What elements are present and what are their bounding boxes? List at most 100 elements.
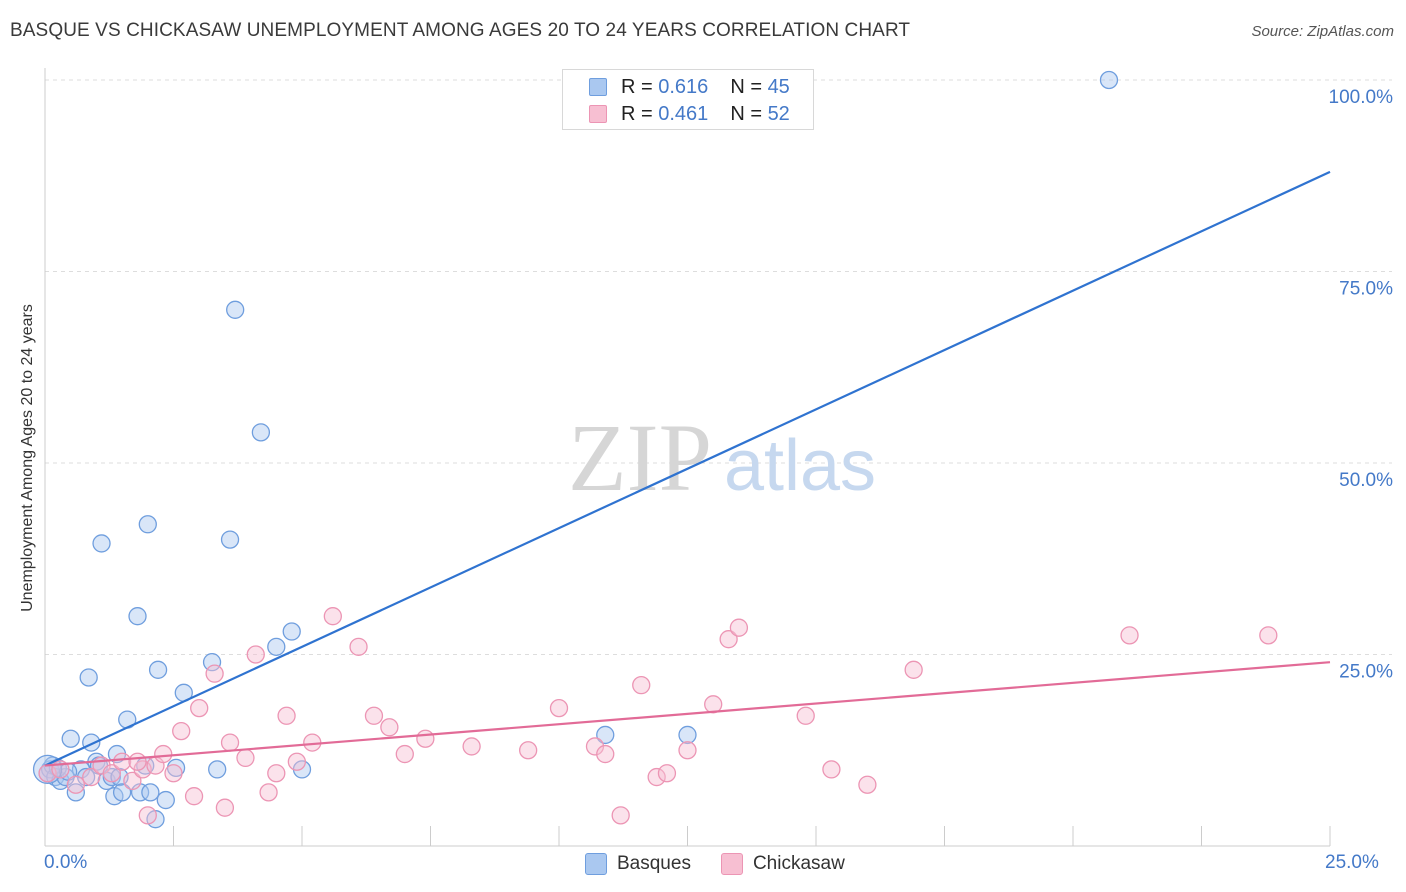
basques-point	[226, 300, 245, 319]
basques-point	[678, 725, 697, 745]
basques-point	[282, 622, 301, 641]
chickasaw-point	[647, 767, 666, 787]
n-label: N =	[730, 102, 762, 125]
basques-point	[596, 725, 615, 745]
n-label: N =	[730, 75, 762, 98]
chickasaw-swatch	[589, 105, 607, 123]
chickasaw-points	[38, 607, 1278, 825]
basques-point	[92, 534, 111, 553]
basques-legend-swatch	[585, 853, 607, 875]
chickasaw-point	[1259, 626, 1278, 645]
chickasaw-point	[416, 729, 435, 748]
chickasaw-point	[172, 721, 191, 741]
axes	[44, 68, 1331, 847]
chickasaw-point	[858, 775, 877, 794]
basques-point	[251, 423, 271, 442]
chickasaw-point	[729, 618, 749, 637]
basques-swatch	[589, 78, 607, 96]
y-tick-label: 50.0%	[1339, 470, 1393, 491]
chickasaw-trendline	[44, 661, 1331, 767]
y-tick-label: 75.0%	[1339, 279, 1393, 300]
basques-point	[128, 607, 147, 626]
legend-label-chickasaw: Chickasaw	[752, 853, 845, 874]
n-value: 52	[767, 102, 790, 125]
r-label: R =	[621, 102, 653, 125]
watermark-zip: ZIP	[568, 404, 712, 511]
basques-point	[141, 783, 160, 802]
chickasaw-point	[611, 806, 630, 825]
chickasaw-point	[82, 767, 101, 787]
chickasaw-point	[349, 637, 368, 656]
y-tick-label: 100.0%	[1329, 87, 1394, 108]
chickasaw-point	[138, 806, 157, 825]
legend-item-chickasaw[interactable]: Chickasaw	[720, 853, 845, 875]
chickasaw-point	[190, 698, 209, 718]
chickasaw-point	[112, 752, 132, 771]
basques-point	[79, 668, 98, 687]
chickasaw-point	[632, 675, 651, 695]
chickasaw-point	[102, 764, 121, 783]
chickasaw-point	[395, 744, 414, 764]
series-legend: Basques Chickasaw	[585, 851, 875, 877]
chickasaw-point	[596, 744, 615, 764]
r-label: R =	[621, 75, 653, 98]
legend-item-basques[interactable]: Basques	[585, 853, 691, 875]
chickasaw-point	[66, 775, 85, 794]
y-tick-label: 25.0%	[1339, 662, 1393, 683]
chickasaw-point	[184, 787, 204, 806]
basques-point	[220, 530, 240, 549]
basques-trendline	[44, 170, 1331, 767]
chickasaw-point	[364, 706, 384, 725]
watermark-atlas: atlas	[724, 426, 876, 506]
y-tick-labels: 25.0% 50.0% 75.0% 100.0%	[1329, 87, 1394, 683]
chickasaw-point	[719, 630, 738, 649]
basques-point	[156, 790, 175, 810]
chart-title: BASQUE VS CHICKASAW UNEMPLOYMENT AMONG A…	[10, 20, 911, 41]
chickasaw-point	[277, 706, 296, 725]
basques-point	[1099, 70, 1119, 90]
basques-point	[138, 515, 157, 534]
basques-point	[148, 660, 168, 679]
chickasaw-point	[205, 664, 224, 683]
legend-label-basques: Basques	[617, 853, 691, 874]
chickasaw-point	[154, 744, 173, 764]
chickasaw-point	[904, 660, 923, 679]
chickasaw-point	[1120, 626, 1139, 645]
basques-point	[267, 637, 286, 656]
chickasaw-point	[519, 741, 538, 760]
chickasaw-point	[822, 760, 841, 779]
chickasaw-point	[323, 607, 342, 626]
chickasaw-point	[796, 706, 815, 725]
basques-point	[66, 783, 85, 802]
chickasaw-legend-swatch	[720, 853, 743, 875]
r-value: 0.461	[658, 102, 709, 125]
x-tick-label-max: 25.0%	[1325, 852, 1379, 873]
chickasaw-point	[164, 764, 183, 783]
chickasaw-point	[246, 645, 265, 664]
gridlines	[45, 79, 1392, 655]
basques-point	[61, 729, 80, 748]
correlation-legend: R = 0.616 N = 45 R = 0.461 N = 52	[562, 69, 814, 130]
r-value: 0.616	[658, 75, 709, 98]
legend-row-chickasaw: R = 0.461 N = 52	[589, 102, 790, 126]
chickasaw-point	[236, 748, 255, 768]
legend-row-basques: R = 0.616 N = 45	[589, 75, 790, 99]
chickasaw-point	[380, 718, 399, 737]
basques-point	[208, 760, 227, 779]
chickasaw-point	[549, 698, 569, 718]
chickasaw-point	[220, 733, 240, 752]
n-value: 45	[767, 75, 790, 98]
chickasaw-point	[678, 741, 697, 760]
trendlines	[44, 170, 1331, 767]
chickasaw-point	[215, 798, 235, 817]
basques-point	[112, 783, 132, 802]
source-credit: Source: ZipAtlas.com	[1251, 23, 1394, 40]
chickasaw-point	[267, 764, 286, 783]
x-tick-label-min: 0.0%	[44, 852, 88, 873]
chickasaw-point	[657, 764, 677, 783]
chickasaw-point	[259, 783, 278, 802]
chickasaw-point	[123, 771, 142, 791]
chickasaw-point	[287, 752, 307, 771]
chickasaw-point	[585, 737, 605, 756]
